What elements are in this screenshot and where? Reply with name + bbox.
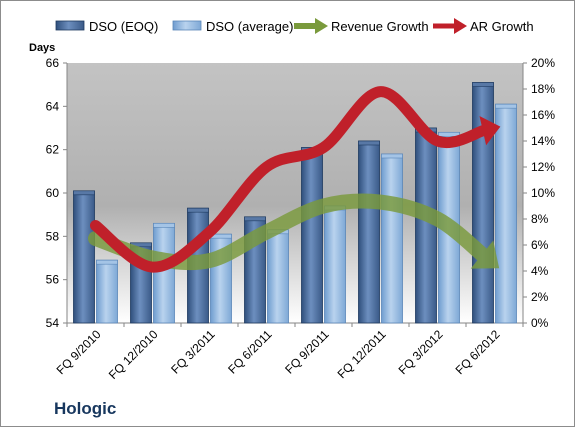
y-tick-label: 56 [46, 273, 60, 287]
bar [415, 127, 437, 324]
legend-label: DSO (average) [206, 19, 293, 34]
bar [73, 190, 95, 324]
y2-tick-label: 14% [531, 134, 555, 148]
bar [381, 153, 403, 324]
x-tick-label: FQ 6/2012 [453, 327, 503, 377]
legend-arrow-icon [433, 18, 467, 34]
bar [324, 205, 346, 324]
x-tick-label: FQ 12/2010 [106, 327, 161, 382]
ar-growth-arrowhead [479, 116, 501, 146]
bar-cap [495, 103, 517, 109]
x-tick-label: FQ 6/2011 [225, 327, 275, 377]
legend-swatch [55, 20, 85, 31]
y2-tick-label: 10% [531, 186, 555, 200]
legend-label: AR Growth [470, 19, 534, 34]
y2-tick-label: 12% [531, 160, 555, 174]
bar-cap [96, 259, 118, 265]
legend-label: DSO (EOQ) [89, 19, 158, 34]
y-axis-title: Days [29, 42, 55, 54]
company-label: Hologic [54, 399, 117, 418]
revenue-growth-arrowhead [470, 240, 500, 269]
legend-label: Revenue Growth [331, 19, 429, 34]
revenue-growth-line [88, 193, 492, 271]
y2-tick-label: 20% [531, 56, 555, 70]
y-tick-label: 54 [46, 316, 60, 330]
y2-tick-label: 18% [531, 82, 555, 96]
y2-tick-label: 16% [531, 108, 555, 122]
y2-tick-label: 2% [531, 290, 549, 304]
y-tick-label: 62 [46, 143, 60, 157]
legend-arrow-head [315, 18, 328, 34]
y2-tick-label: 8% [531, 212, 549, 226]
bar-cap [472, 82, 494, 87]
bar [495, 103, 517, 324]
bar-cap [244, 216, 266, 222]
bar [358, 140, 380, 324]
y-tick-label: 66 [46, 56, 60, 70]
bar-cap [187, 207, 209, 213]
bar [301, 147, 323, 324]
y-tick-label: 64 [46, 99, 60, 113]
y2-tick-label: 6% [531, 238, 549, 252]
y2-tick-label: 4% [531, 264, 549, 278]
bar-cap [358, 140, 380, 146]
y-tick-label: 58 [46, 229, 60, 243]
bar-cap [73, 190, 95, 196]
bar [267, 229, 289, 324]
ar-growth-series [90, 86, 501, 273]
x-tick-label: FQ 9/2010 [54, 327, 104, 377]
y2-tick-label: 0% [531, 316, 549, 330]
legend-arrow-icon [294, 18, 328, 34]
x-tick-label: FQ 12/2011 [335, 327, 389, 381]
legend-swatch [172, 20, 202, 31]
x-tick-label: FQ 9/2011 [282, 327, 332, 377]
bar-cap [381, 153, 403, 159]
y-tick-label: 60 [46, 186, 60, 200]
bar-cap [438, 132, 460, 137]
revenue-growth-series [88, 193, 500, 271]
bar [96, 259, 118, 324]
ar-growth-line [90, 86, 490, 273]
x-tick-label: FQ 3/2011 [168, 327, 218, 377]
legend-arrow-head [454, 18, 467, 34]
bar-cap [153, 223, 175, 228]
x-tick-label: FQ 3/2012 [396, 327, 446, 377]
bar [153, 222, 175, 324]
